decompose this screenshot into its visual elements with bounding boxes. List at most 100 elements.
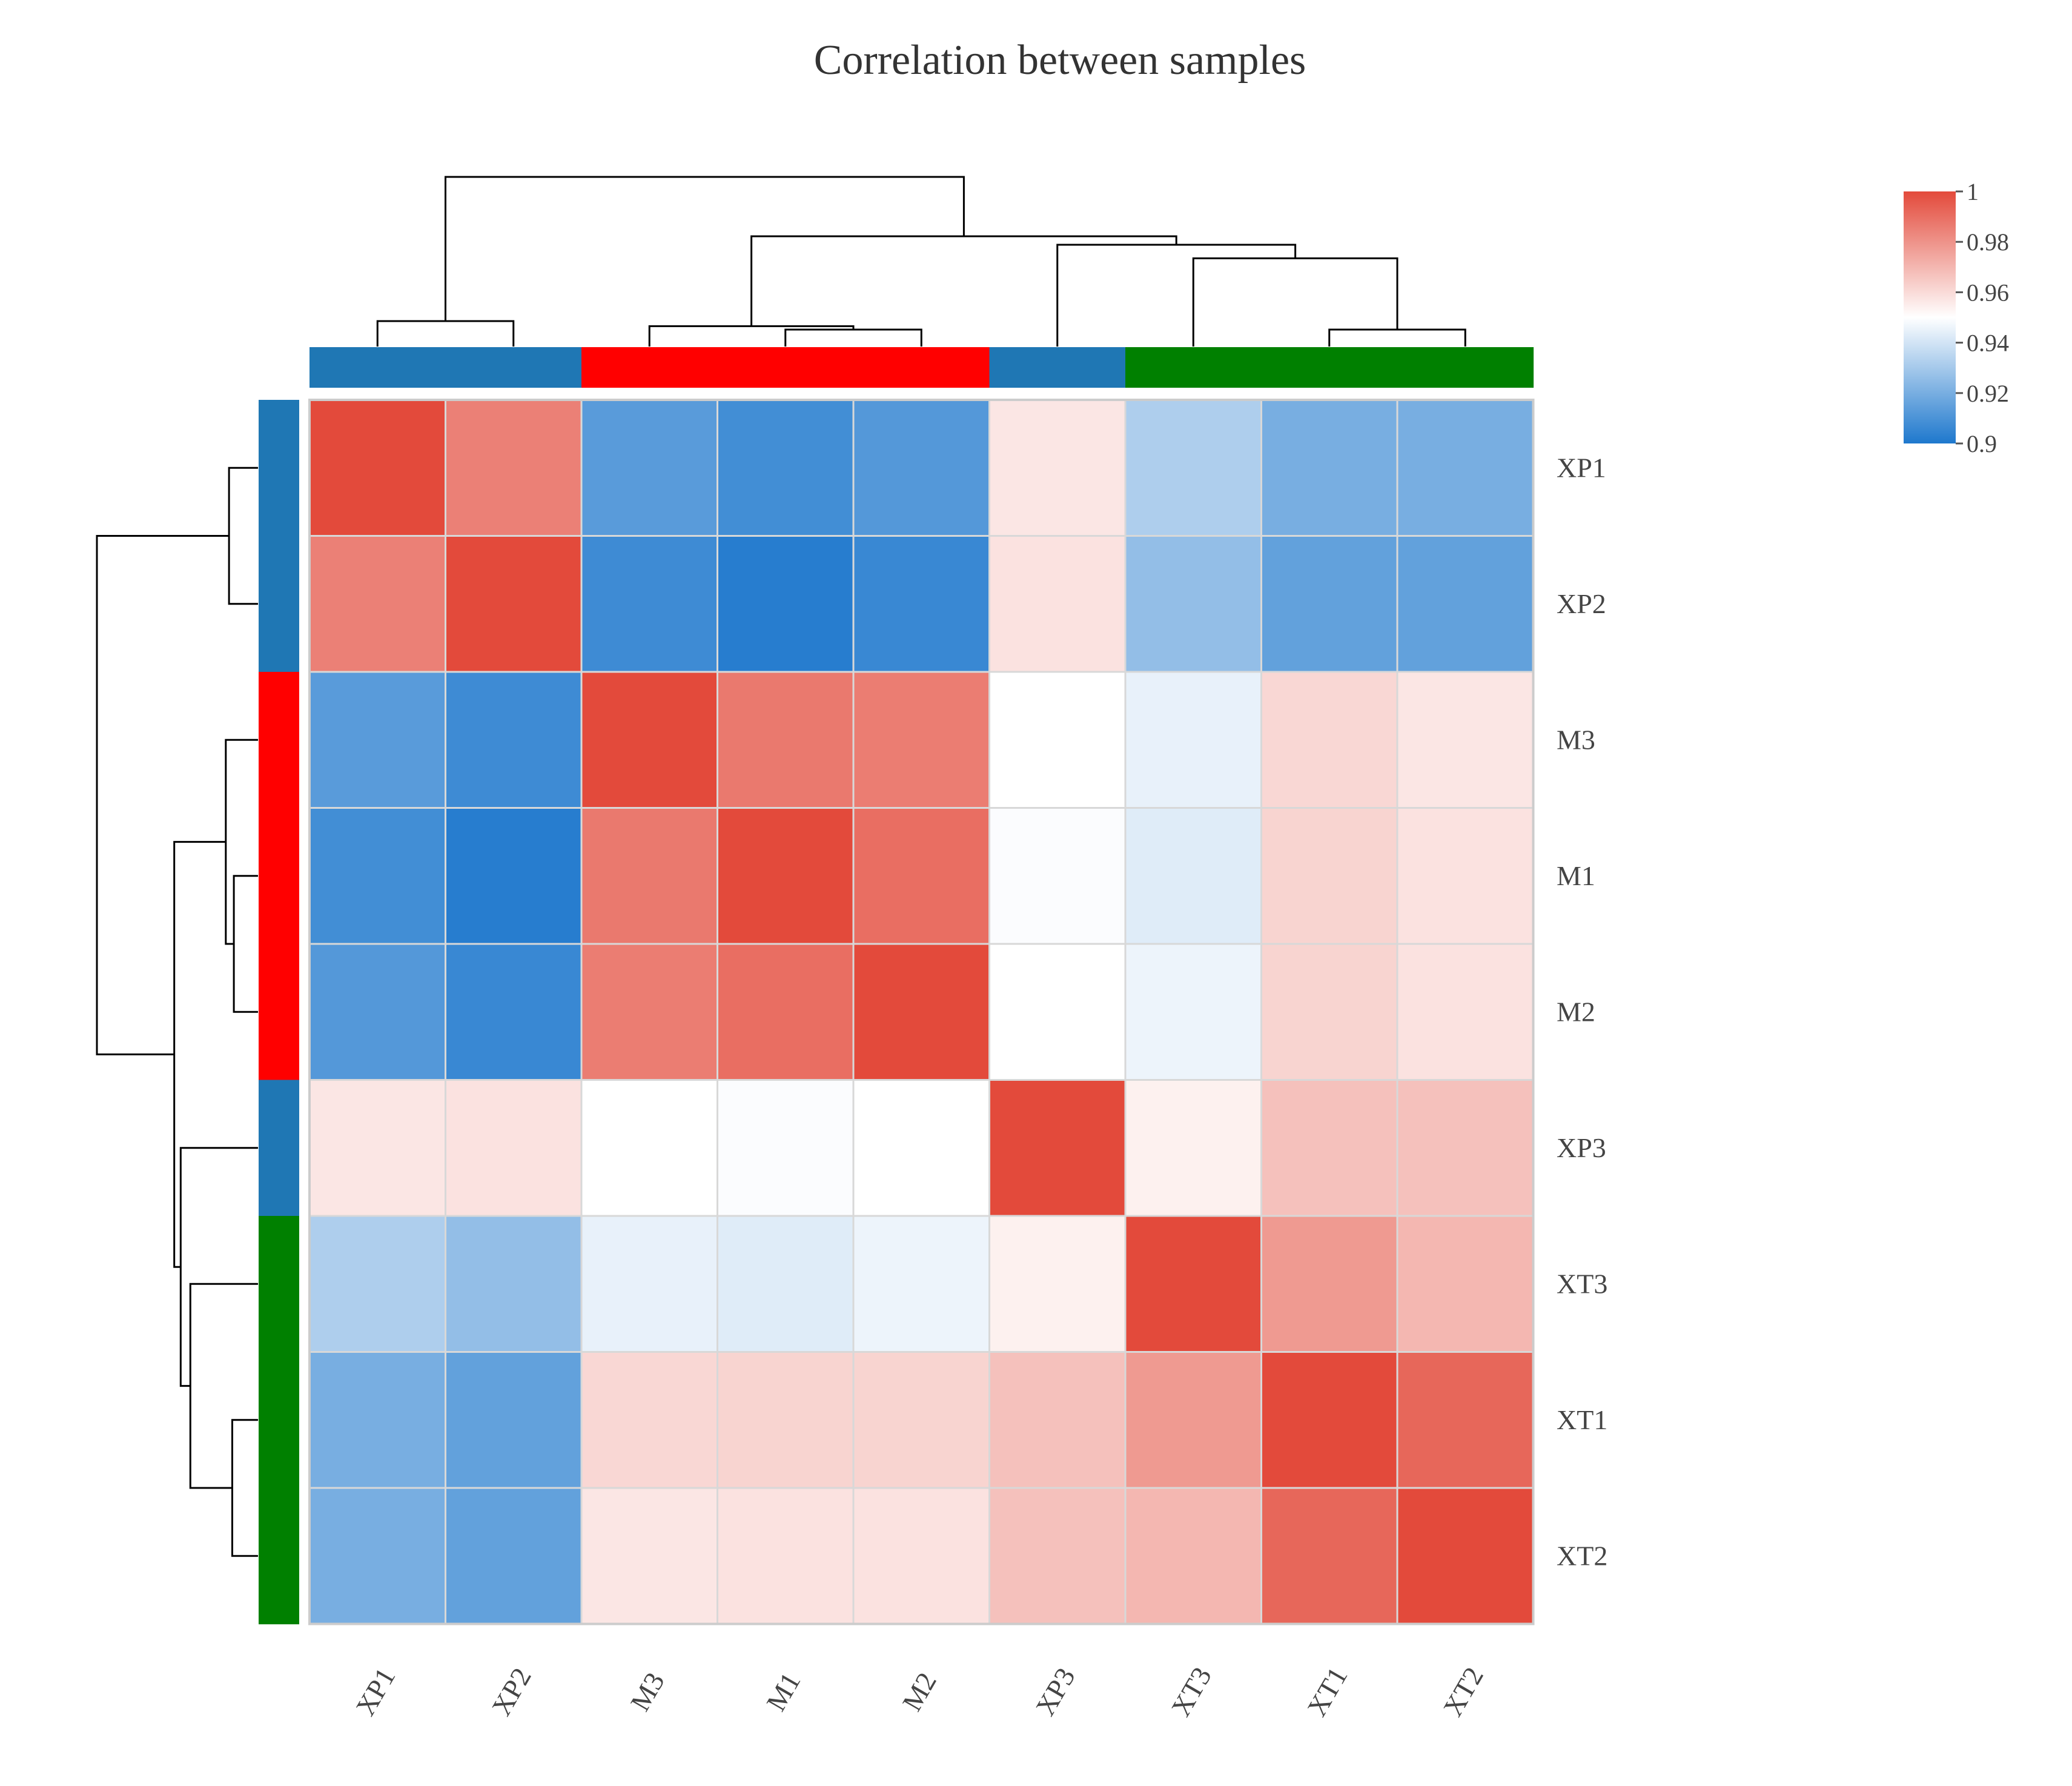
dendrogram-branch: [750, 235, 1177, 327]
heatmap-cell: [1396, 671, 1534, 809]
row-dendrogram: [96, 466, 258, 1557]
heatmap-cell: [1124, 943, 1262, 1081]
heatmap-cell: [308, 1215, 446, 1353]
heatmap-cell: [852, 535, 990, 673]
heatmap-cell: [1124, 807, 1262, 945]
heatmap-cells: [308, 399, 1534, 1625]
heatmap-cell: [1396, 807, 1534, 945]
heatmap-cell: [852, 671, 990, 809]
heatmap-cell: [1260, 943, 1398, 1081]
column-label: XP1: [349, 1662, 401, 1721]
legend-tick-label: 0.92: [1967, 380, 2009, 407]
column-dendrogram: [376, 176, 1466, 347]
row-group-swatch: [259, 808, 299, 944]
heatmap-cell: [988, 535, 1127, 673]
heatmap-cell: [580, 807, 718, 945]
heatmap-cell: [1124, 1079, 1262, 1217]
dendrogram-branch: [96, 535, 230, 1055]
dendrogram-branch: [1056, 244, 1297, 347]
heatmap-cell: [1260, 1351, 1398, 1489]
legend-tick-label: 1: [1967, 178, 1979, 205]
heatmap-cell: [308, 1351, 446, 1489]
row-group-swatch: [259, 400, 299, 537]
column-label: XP3: [1030, 1662, 1081, 1721]
heatmap-cell: [988, 943, 1127, 1081]
heatmap-cell: [1396, 943, 1534, 1081]
heatmap-cell: [988, 807, 1127, 945]
column-labels: XP1 XP2 M3 M1 M2 XP3 XT3 XT1 XT2: [349, 1662, 1489, 1722]
heatmap-cell: [1260, 1079, 1398, 1217]
dendrogram-branch: [445, 176, 965, 321]
heatmap-cell: [1260, 1215, 1398, 1353]
heatmap-cell: [580, 671, 718, 809]
heatmap-cell: [852, 399, 990, 537]
heatmap-border: [308, 399, 1535, 1625]
dendrogram-branch: [173, 841, 226, 1268]
row-label: XP2: [1557, 588, 1606, 619]
heatmap-cell: [308, 807, 446, 945]
row-labels: XP1 XP2 M3 M1 M2 XP3 XT3 XT1 XT2: [1557, 452, 1607, 1571]
row-group-swatch: [259, 1488, 299, 1625]
legend-tick-label: 0.96: [1967, 279, 2009, 306]
heatmap-cell: [717, 1079, 855, 1217]
dendrogram-branch: [228, 466, 258, 605]
heatmap-cell: [988, 1351, 1127, 1489]
row-group-bar: [259, 400, 299, 1625]
heatmap-cell: [988, 1079, 1127, 1217]
column-group-swatch: [853, 347, 990, 388]
heatmap-cell: [1124, 671, 1262, 809]
heatmap-cell: [1124, 1215, 1262, 1353]
color-legend-bar: [1904, 191, 1956, 443]
row-group-swatch: [259, 1216, 299, 1353]
column-label: XT2: [1437, 1662, 1489, 1722]
heatmap-cell: [1260, 1487, 1398, 1625]
heatmap-cell: [852, 807, 990, 945]
heatmap-cell: [717, 1487, 855, 1625]
row-group-swatch: [259, 1352, 299, 1489]
heatmap-cell: [1396, 535, 1534, 673]
chart-title: Correlation between samples: [814, 37, 1306, 84]
heatmap-cell: [308, 671, 446, 809]
heatmap-cell: [445, 943, 583, 1081]
column-label: XP2: [486, 1662, 537, 1721]
row-label: XT3: [1557, 1268, 1607, 1299]
column-group-swatch: [1261, 347, 1398, 388]
heatmap-cell: [445, 535, 583, 673]
heatmap-cell: [717, 535, 855, 673]
heatmap-cell: [445, 807, 583, 945]
heatmap-cell: [852, 1351, 990, 1489]
heatmap-cell: [445, 1487, 583, 1625]
column-group-bar: [309, 347, 1534, 388]
column-label: XT3: [1165, 1662, 1217, 1722]
column-label: M3: [624, 1667, 670, 1716]
column-group-swatch: [581, 347, 718, 388]
heatmap-cell: [580, 399, 718, 537]
heatmap-cell: [445, 671, 583, 809]
heatmap-cell: [445, 1351, 583, 1489]
row-label: XP3: [1557, 1132, 1606, 1163]
row-group-swatch: [259, 536, 299, 672]
heatmap-cell: [717, 399, 855, 537]
column-group-swatch: [989, 347, 1126, 388]
heatmap-cell: [580, 535, 718, 673]
heatmap-cell: [580, 1079, 718, 1217]
heatmap-cell: [308, 399, 446, 537]
heatmap-cell: [308, 535, 446, 673]
row-group-swatch: [259, 672, 299, 809]
heatmap-cell: [1260, 399, 1398, 537]
row-label: XP1: [1557, 452, 1606, 483]
heatmap-cell: [852, 1215, 990, 1353]
heatmap-cell: [580, 1215, 718, 1353]
row-label: XT1: [1557, 1404, 1607, 1435]
heatmap-cell: [308, 943, 446, 1081]
color-legend: 1 0.98 0.96 0.94 0.92 0.9: [1904, 178, 2009, 457]
heatmap-cell: [1260, 535, 1398, 673]
dendrogram-branch: [225, 739, 258, 945]
heatmap-cell: [717, 943, 855, 1081]
column-group-swatch: [445, 347, 582, 388]
heatmap-cell: [717, 807, 855, 945]
heatmap-cell: [852, 1487, 990, 1625]
heatmap-cell: [1124, 399, 1262, 537]
column-label: M1: [760, 1667, 806, 1716]
